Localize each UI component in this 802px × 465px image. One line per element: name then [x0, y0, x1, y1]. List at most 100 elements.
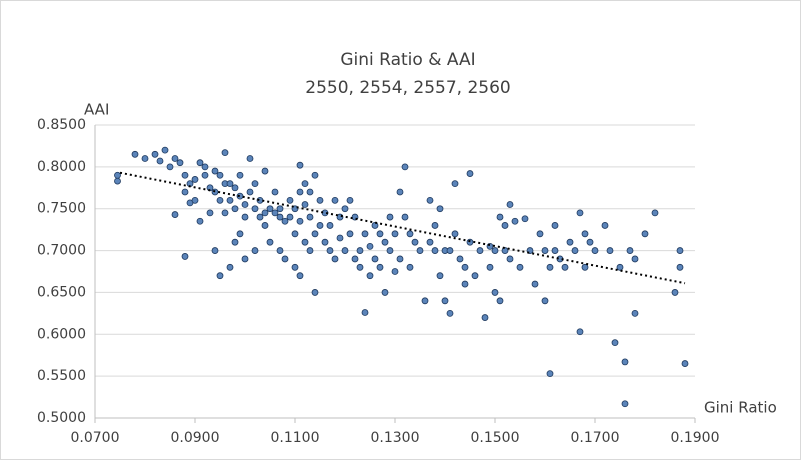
point	[141, 155, 149, 162]
point	[421, 297, 429, 305]
point	[606, 247, 614, 254]
point	[491, 247, 499, 254]
point	[181, 253, 189, 260]
chart-subtitle: 2550, 2554, 2557, 2560	[305, 78, 510, 98]
point	[281, 255, 289, 263]
point	[411, 238, 419, 246]
point	[501, 222, 509, 229]
point	[671, 289, 679, 296]
point	[306, 188, 314, 196]
point	[336, 234, 344, 242]
point	[616, 263, 624, 271]
point	[261, 209, 269, 217]
y-tick-label: 0.7500	[37, 201, 86, 217]
point	[291, 230, 299, 238]
point	[346, 196, 354, 204]
point	[631, 309, 639, 317]
y-tick-label: 0.5000	[37, 410, 86, 426]
point	[356, 263, 364, 271]
point	[511, 217, 519, 225]
x-tick-label: 0.1300	[371, 430, 420, 446]
point	[311, 230, 319, 238]
point	[531, 280, 539, 288]
point	[471, 272, 479, 280]
point	[376, 263, 384, 271]
point	[266, 205, 274, 213]
point	[306, 247, 314, 254]
x-tick-label: 0.1700	[571, 430, 620, 446]
point	[366, 242, 374, 250]
point	[576, 209, 584, 217]
point	[326, 247, 334, 254]
point	[266, 238, 274, 246]
x-tick-label: 0.0900	[171, 430, 220, 446]
point	[226, 196, 234, 204]
point	[441, 297, 449, 305]
point	[506, 201, 514, 208]
y-axis-title: AAI	[84, 101, 109, 119]
point	[371, 255, 379, 263]
point	[241, 213, 249, 221]
point	[256, 213, 264, 221]
point	[631, 255, 639, 263]
point	[401, 213, 409, 221]
point	[241, 255, 249, 263]
point	[331, 255, 339, 263]
point	[621, 400, 629, 408]
point	[401, 163, 409, 171]
point	[346, 230, 354, 238]
y-tick-label: 0.8500	[37, 117, 86, 133]
point	[251, 180, 259, 188]
point	[496, 297, 504, 305]
point	[246, 188, 254, 196]
point	[306, 213, 314, 221]
x-tick-label: 0.1500	[471, 430, 520, 446]
point	[156, 157, 164, 165]
point	[301, 201, 309, 208]
point	[161, 146, 169, 154]
point	[246, 155, 254, 162]
point	[541, 297, 549, 305]
point	[591, 247, 599, 254]
point	[676, 263, 684, 271]
point	[271, 188, 279, 196]
point	[311, 289, 319, 296]
point	[566, 238, 574, 246]
point	[251, 247, 259, 254]
point	[371, 222, 379, 229]
point	[221, 149, 229, 157]
point	[406, 263, 414, 271]
point	[561, 263, 569, 271]
point	[131, 150, 139, 158]
point	[271, 209, 279, 217]
point	[261, 222, 269, 229]
point	[191, 196, 199, 204]
point	[446, 309, 454, 317]
point	[231, 184, 239, 192]
point	[296, 272, 304, 280]
point	[396, 255, 404, 263]
point	[461, 280, 469, 288]
point	[261, 167, 269, 175]
point	[376, 230, 384, 238]
point	[114, 171, 121, 179]
point	[406, 230, 414, 238]
point	[621, 358, 629, 366]
point	[196, 217, 204, 225]
point	[391, 230, 399, 238]
point	[461, 263, 469, 271]
point	[236, 171, 244, 179]
point	[231, 238, 239, 246]
point	[341, 205, 349, 213]
point	[281, 217, 289, 225]
point	[226, 180, 234, 188]
point	[681, 360, 689, 367]
point	[361, 309, 369, 316]
point	[206, 209, 214, 217]
point	[226, 263, 234, 271]
point	[381, 289, 389, 296]
point	[501, 247, 509, 254]
